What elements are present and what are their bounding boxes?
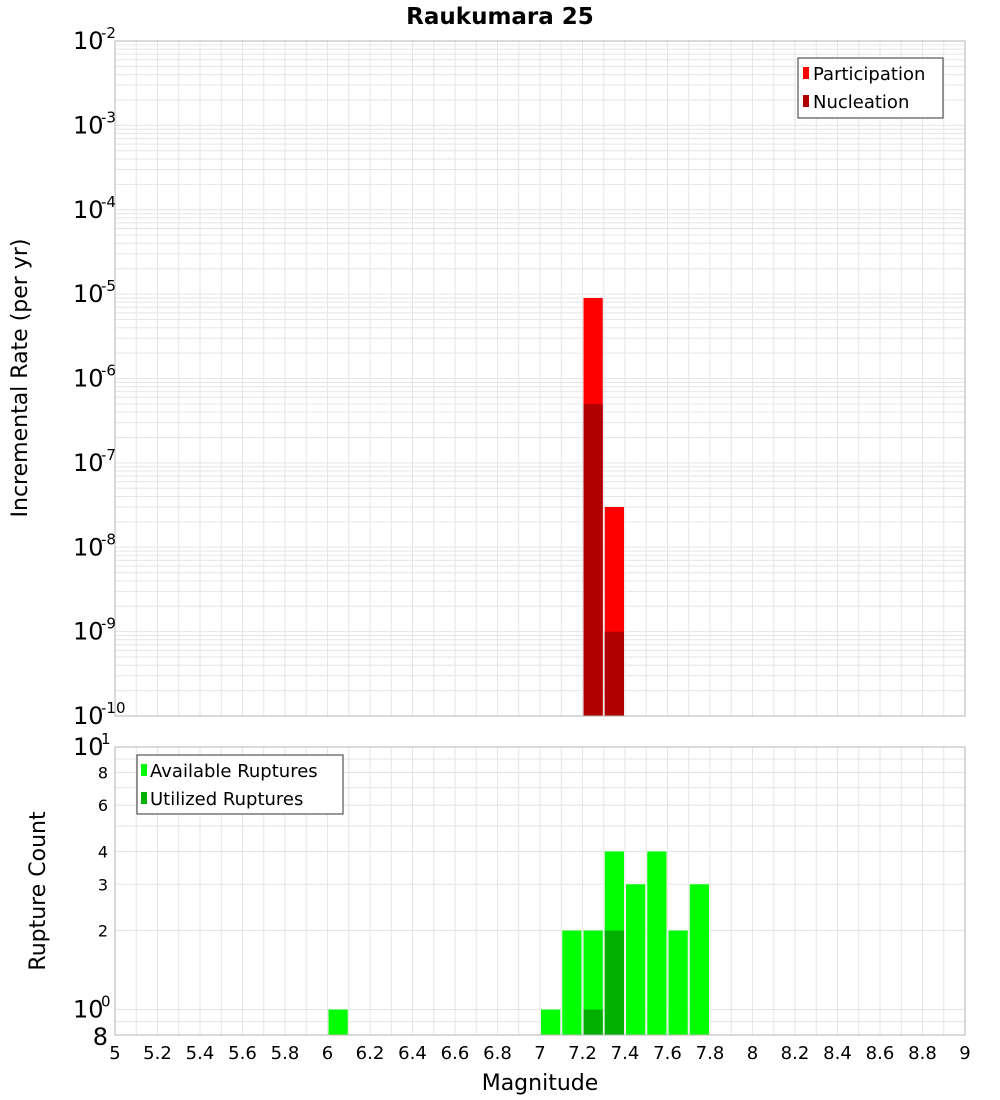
- magnitude-x-tick-label: 7.2: [568, 1043, 597, 1064]
- rate-y-tick-label: 10: [73, 702, 104, 730]
- magnitude-x-ticks: 5 5.2 5.4 5.6 5.8 6 6.2 6.4 6.6 6.8 7 7.2 7.4 7.6 7.8 8…: [109, 1043, 970, 1064]
- rate-y-tick-label: 10: [73, 618, 104, 646]
- available-bar: [583, 930, 603, 1035]
- count-y-major-tick-label: 10: [73, 733, 104, 761]
- available-bar: [626, 884, 646, 1035]
- magnitude-x-tick-label: 7.8: [696, 1043, 725, 1064]
- count-bars: [328, 851, 709, 1035]
- nucleation-legend-label: Nucleation: [813, 92, 909, 113]
- magnitude-x-tick-label: 6.6: [441, 1043, 470, 1064]
- participation-legend-label: Participation: [813, 64, 925, 85]
- count-legend: Available Ruptures Utilized Ruptures: [136, 754, 344, 815]
- rate-y-tick-exponent: -3: [101, 108, 116, 126]
- rate-y-tick-label: 10: [73, 280, 104, 308]
- available-bar: [328, 1009, 348, 1035]
- rate-plot-frame: [114, 40, 966, 717]
- rate-y-tick-label: 10: [73, 449, 104, 477]
- magnitude-x-tick-label: 6.8: [483, 1043, 512, 1064]
- chart-title: Raukumara 25: [406, 4, 594, 30]
- rate-y-tick-exponent: -7: [101, 446, 116, 464]
- available-legend-swatch: [141, 764, 147, 776]
- rate-y-tick-exponent: -4: [101, 193, 116, 211]
- rate-y-tick-exponent: -8: [101, 530, 116, 548]
- count-legend-box: [136, 754, 344, 815]
- available-bar: [668, 930, 688, 1035]
- magnitude-x-tick-label: 8.4: [823, 1043, 852, 1064]
- magnitude-x-tick-label: 7.4: [611, 1043, 640, 1064]
- rate-y-tick-exponent: -6: [101, 362, 116, 380]
- count-y-tick-label: 4: [98, 842, 108, 861]
- magnitude-x-tick-label: 8.6: [866, 1043, 895, 1064]
- nucleation-legend-swatch: [803, 95, 809, 107]
- available-bar: [689, 884, 709, 1035]
- magnitude-x-tick-label: 6.2: [356, 1043, 385, 1064]
- count-y-tick-label: 3: [98, 875, 108, 894]
- count-y-major-tick-label: 10: [73, 996, 104, 1024]
- magnitude-x-tick-label: 5.6: [228, 1043, 257, 1064]
- rate-y-tick-exponent: -9: [101, 615, 116, 633]
- magnitude-x-tick-label: 7: [534, 1043, 545, 1064]
- magnitude-x-tick-label: 5.2: [143, 1043, 172, 1064]
- rate-y-tick-label: 10: [73, 27, 104, 55]
- magnitude-x-axis-title: Magnitude: [482, 1071, 599, 1096]
- rate-bars: [583, 297, 624, 716]
- available-bar: [541, 1009, 561, 1035]
- magnitude-x-tick-label: 8.8: [908, 1043, 937, 1064]
- utilized-legend-label: Utilized Ruptures: [150, 789, 303, 810]
- magnitude-x-tick-label: 5.8: [271, 1043, 300, 1064]
- magnitude-x-tick-label: 9: [959, 1043, 970, 1064]
- utilized-bar: [604, 930, 624, 1035]
- nucleation-bar: [604, 631, 624, 716]
- count-y-tick-label: 2: [98, 922, 108, 941]
- rate-y-tick-exponent: -10: [101, 699, 126, 717]
- rate-y-tick-label: 10: [73, 111, 104, 139]
- rate-y-tick-exponent: -2: [101, 24, 116, 42]
- magnitude-x-tick-label: 5: [109, 1043, 120, 1064]
- utilized-bar: [583, 1009, 603, 1035]
- rate-y-axis-title: Incremental Rate (per yr): [8, 239, 33, 518]
- count-y-major-tick-exponent: 0: [101, 993, 111, 1011]
- available-bar: [562, 930, 582, 1035]
- count-y-axis-title: Rupture Count: [26, 811, 51, 971]
- rate-y-tick-label: 10: [73, 533, 104, 561]
- rate-y-tick-label: 10: [73, 196, 104, 224]
- count-y-tick-label: 8: [93, 1023, 108, 1051]
- utilized-legend-swatch: [141, 792, 147, 804]
- magnitude-x-tick-label: 5.4: [186, 1043, 215, 1064]
- nucleation-bar: [583, 403, 603, 716]
- participation-legend-swatch: [803, 67, 809, 79]
- rate-y-tick-label: 10: [73, 365, 104, 393]
- rate-y-tick-exponent: -5: [101, 277, 116, 295]
- available-bar: [647, 851, 667, 1035]
- count-y-tick-label: 6: [98, 796, 108, 815]
- count-plot-frame: [114, 746, 966, 1036]
- count-y-tick-label: 8: [98, 763, 108, 782]
- rate-legend: Participation Nucleation: [797, 57, 944, 119]
- rate-grid: [114, 41, 966, 717]
- magnitude-x-tick-label: 8: [747, 1043, 758, 1064]
- magnitude-x-tick-label: 8.2: [781, 1043, 810, 1064]
- count-y-major-tick-exponent: 1: [101, 730, 111, 748]
- magnitude-x-tick-label: 7.6: [653, 1043, 682, 1064]
- magnitude-x-tick-label: 6.4: [398, 1043, 427, 1064]
- available-legend-label: Available Ruptures: [150, 761, 318, 782]
- rate-legend-box: [797, 57, 944, 119]
- magnitude-x-tick-label: 6: [322, 1043, 333, 1064]
